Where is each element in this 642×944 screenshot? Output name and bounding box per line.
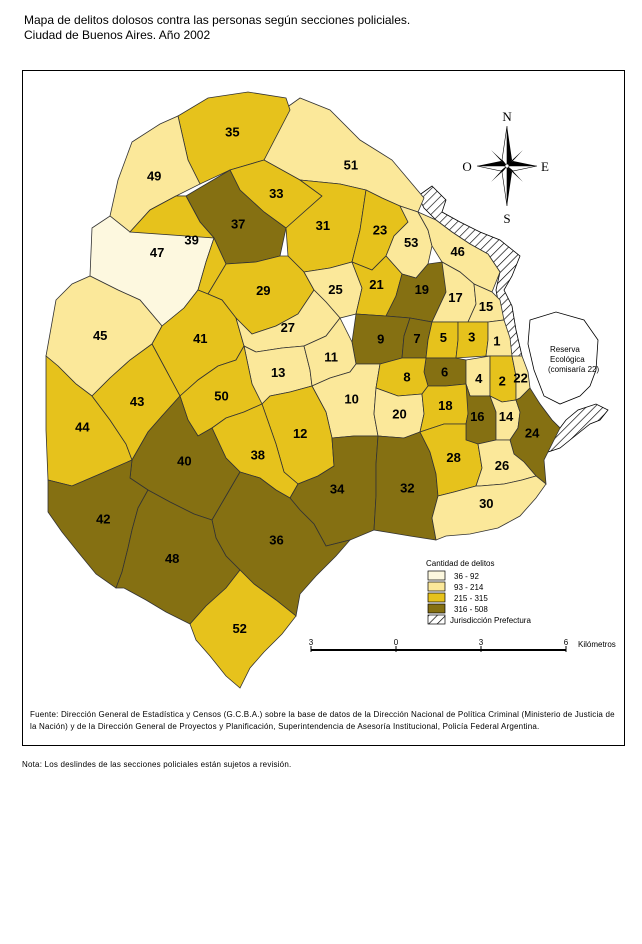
section-label-15: 15 [479, 299, 493, 314]
section-label-25: 25 [328, 282, 342, 297]
compass-e: E [541, 159, 549, 174]
scale-tick-3: 3 [479, 638, 484, 647]
section-label-46: 46 [450, 244, 464, 259]
section-label-38: 38 [251, 447, 265, 462]
section-label-41: 41 [193, 331, 207, 346]
section-label-51: 51 [344, 157, 358, 172]
legend-swatch-3 [427, 592, 446, 603]
section-label-36: 36 [269, 533, 283, 548]
section-label-40: 40 [177, 454, 191, 469]
source-note: Fuente: Dirección General de Estadística… [30, 710, 615, 731]
title-line-2: Ciudad de Buenos Aires. Año 2002 [24, 28, 211, 42]
section-label-6: 6 [441, 365, 448, 380]
section-label-11: 11 [324, 349, 338, 364]
section-label-35: 35 [225, 125, 239, 140]
section-label-5: 5 [440, 330, 447, 345]
section-8 [375, 357, 429, 397]
reserva-line-1: Reserva [550, 345, 580, 354]
section-label-27: 27 [281, 320, 295, 335]
section-label-34: 34 [330, 481, 345, 496]
section-label-48: 48 [165, 551, 179, 566]
section-label-42: 42 [96, 511, 110, 526]
section-label-19: 19 [415, 282, 429, 297]
section-39 [129, 195, 227, 295]
police-sections-map: 1234567891011121314151617181920212223242… [45, 91, 616, 689]
legend-title: Cantidad de delitos [426, 559, 495, 568]
legend-swatch-2 [427, 581, 446, 592]
sections [45, 91, 561, 689]
legend-swatch-1 [427, 570, 446, 581]
map-frame [22, 70, 625, 746]
section-label-53: 53 [404, 235, 418, 250]
scale-tick-4: 6 [564, 638, 569, 647]
compass-rose: N S E O [462, 109, 549, 226]
reserva-ecologica [527, 311, 599, 405]
compass-o: O [462, 159, 471, 174]
reserva-line-3: (comisaría 22) [548, 365, 599, 374]
legend-label-3: 215 - 315 [454, 594, 488, 603]
section-label-43: 43 [130, 394, 144, 409]
scale-bar: 3 0 3 6 Kilómetros [309, 638, 616, 652]
scale-tick-2: 0 [394, 638, 399, 647]
legend-label-2: 93 - 214 [454, 583, 484, 592]
section-24 [509, 387, 561, 485]
section-label-14: 14 [499, 409, 514, 424]
section-label-2: 2 [499, 373, 506, 388]
section-label-9: 9 [377, 332, 384, 347]
section-label-30: 30 [479, 496, 493, 511]
section-label-10: 10 [344, 391, 358, 406]
reserva-line-2: Ecológica [550, 355, 585, 364]
legend: Cantidad de delitos 36 - 92 93 - 214 215 -… [426, 559, 531, 625]
scale-tick-1: 3 [309, 638, 314, 647]
legend-swatch-4 [427, 603, 446, 614]
prefectura-jurisdiction [417, 185, 609, 453]
section-label-26: 26 [495, 458, 509, 473]
section-30 [431, 475, 547, 541]
section-label-37: 37 [231, 216, 245, 231]
section-label-23: 23 [373, 223, 387, 238]
reserva-label: Reserva Ecológica (comisaría 22) [548, 345, 599, 374]
section-label-45: 45 [93, 328, 107, 343]
legend-label-5: Jurisdicción Prefectura [450, 616, 531, 625]
section-label-32: 32 [400, 481, 414, 496]
section-label-21: 21 [369, 277, 383, 292]
legend-label-4: 316 - 508 [454, 605, 488, 614]
section-label-3: 3 [468, 330, 475, 345]
section-label-33: 33 [269, 186, 283, 201]
prefectura-area [417, 185, 609, 453]
section-label-31: 31 [316, 218, 330, 233]
scale-unit: Kilómetros [578, 640, 616, 649]
boundary-note: Nota: Los deslindes de las secciones pol… [22, 760, 292, 769]
section-label-22: 22 [513, 371, 527, 386]
section-label-18: 18 [438, 398, 452, 413]
title-line-1: Mapa de delitos dolosos contra las perso… [24, 13, 411, 27]
section-label-29: 29 [256, 283, 270, 298]
section-label-24: 24 [525, 426, 540, 441]
section-label-13: 13 [271, 365, 285, 380]
section-label-17: 17 [448, 290, 462, 305]
legend-label-1: 36 - 92 [454, 572, 479, 581]
section-label-7: 7 [413, 331, 420, 346]
section-label-4: 4 [475, 371, 483, 386]
section-52 [189, 569, 297, 689]
section-labels: 1234567891011121314151617181920212223242… [75, 125, 540, 637]
section-label-47: 47 [150, 245, 164, 260]
section-label-28: 28 [446, 450, 460, 465]
section-label-20: 20 [392, 407, 406, 422]
compass-s: S [503, 211, 510, 226]
section-label-39: 39 [184, 233, 198, 248]
section-label-49: 49 [147, 169, 161, 184]
section-label-12: 12 [293, 426, 307, 441]
section-label-16: 16 [470, 409, 484, 424]
section-label-44: 44 [75, 419, 90, 434]
section-label-8: 8 [403, 370, 410, 385]
section-label-52: 52 [232, 621, 246, 636]
legend-swatch-5 [427, 614, 446, 625]
section-label-1: 1 [493, 334, 500, 349]
map-title: Mapa de delitos dolosos contra las perso… [24, 13, 410, 43]
section-label-50: 50 [214, 388, 228, 403]
compass-n: N [502, 109, 512, 124]
